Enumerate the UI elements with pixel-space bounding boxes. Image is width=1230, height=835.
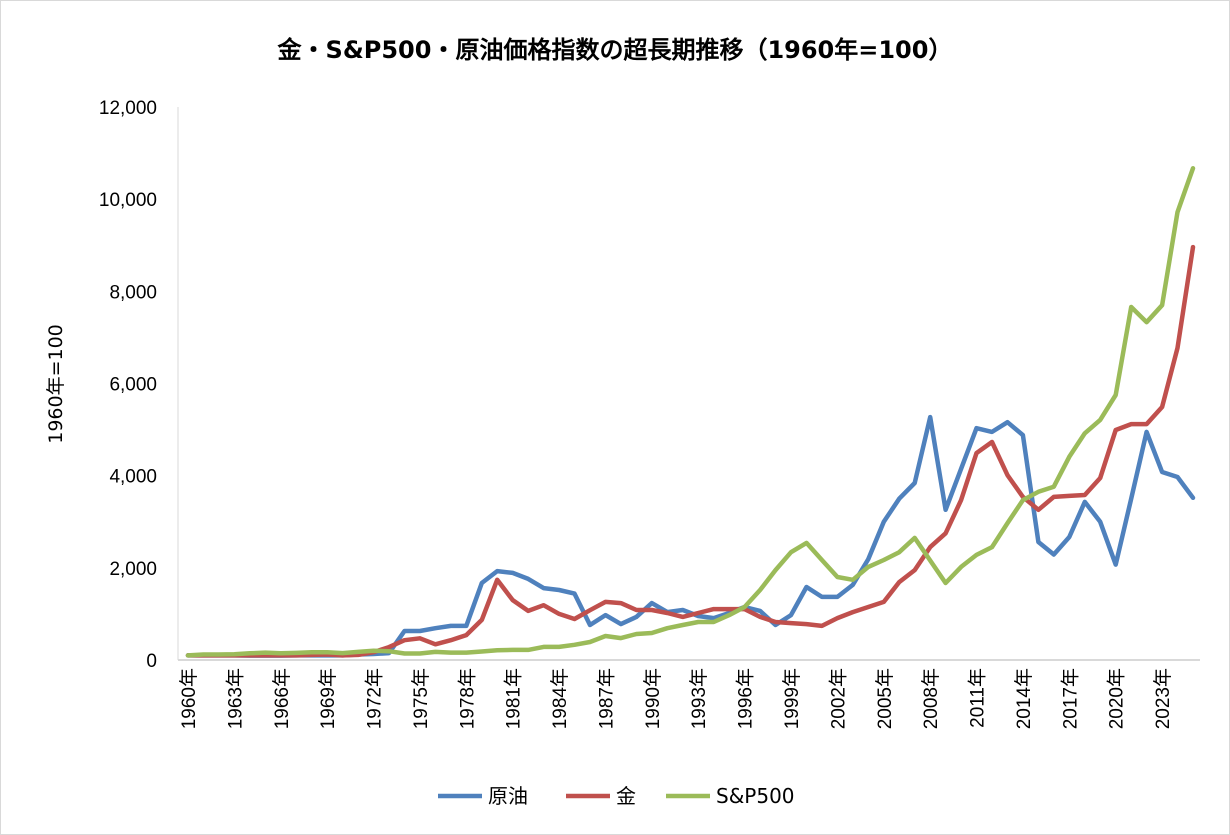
x-tick-label: 1963年 bbox=[224, 668, 246, 729]
x-tick-label: 1996年 bbox=[735, 668, 757, 729]
y-axis-title: 1960年=100 bbox=[45, 324, 67, 444]
x-tick-label: 1981年 bbox=[503, 668, 525, 729]
x-tick-label: 2020年 bbox=[1106, 668, 1128, 729]
x-tick-label: 1975年 bbox=[410, 668, 432, 729]
x-tick-label: 1999年 bbox=[781, 668, 803, 729]
x-tick-label: 1969年 bbox=[317, 668, 339, 729]
y-tick-label: 0 bbox=[146, 651, 157, 672]
x-tick-label: 2014年 bbox=[1013, 668, 1035, 729]
y-tick-label: 4,000 bbox=[109, 467, 157, 488]
x-tick-label: 2008年 bbox=[920, 668, 942, 729]
x-tick-label: 2023年 bbox=[1152, 668, 1174, 729]
legend-label: 金 bbox=[616, 784, 636, 808]
y-tick-label: 10,000 bbox=[99, 190, 157, 211]
series-line-1 bbox=[185, 244, 1196, 658]
legend-label: S&P500 bbox=[716, 784, 795, 808]
x-tick-label: 1987年 bbox=[595, 668, 617, 729]
y-tick-label: 6,000 bbox=[109, 375, 157, 396]
x-tick-label: 1966年 bbox=[271, 668, 293, 729]
x-tick-label: 1972年 bbox=[364, 668, 386, 729]
x-tick-label: 2017年 bbox=[1059, 668, 1081, 729]
y-tick-label: 2,000 bbox=[109, 559, 157, 580]
x-tick-label: 2005年 bbox=[874, 668, 896, 729]
x-tick-label: 1960年 bbox=[178, 668, 200, 729]
x-tick-label: 1993年 bbox=[688, 668, 710, 729]
y-tick-label: 12,000 bbox=[99, 98, 157, 119]
x-tick-label: 1990年 bbox=[642, 668, 664, 729]
legend-label: 原油 bbox=[488, 784, 528, 808]
x-tick-label: 2011年 bbox=[967, 668, 989, 728]
y-tick-label: 8,000 bbox=[109, 282, 157, 303]
x-tick-label: 2002年 bbox=[827, 668, 849, 729]
chart-title: 金・S&P500・原油価格指数の超長期推移（1960年=100） bbox=[277, 36, 953, 64]
x-tick-label: 1984年 bbox=[549, 668, 571, 729]
series-line-2 bbox=[185, 166, 1196, 658]
series-line-0 bbox=[185, 414, 1196, 658]
x-tick-label: 1978年 bbox=[456, 668, 478, 729]
